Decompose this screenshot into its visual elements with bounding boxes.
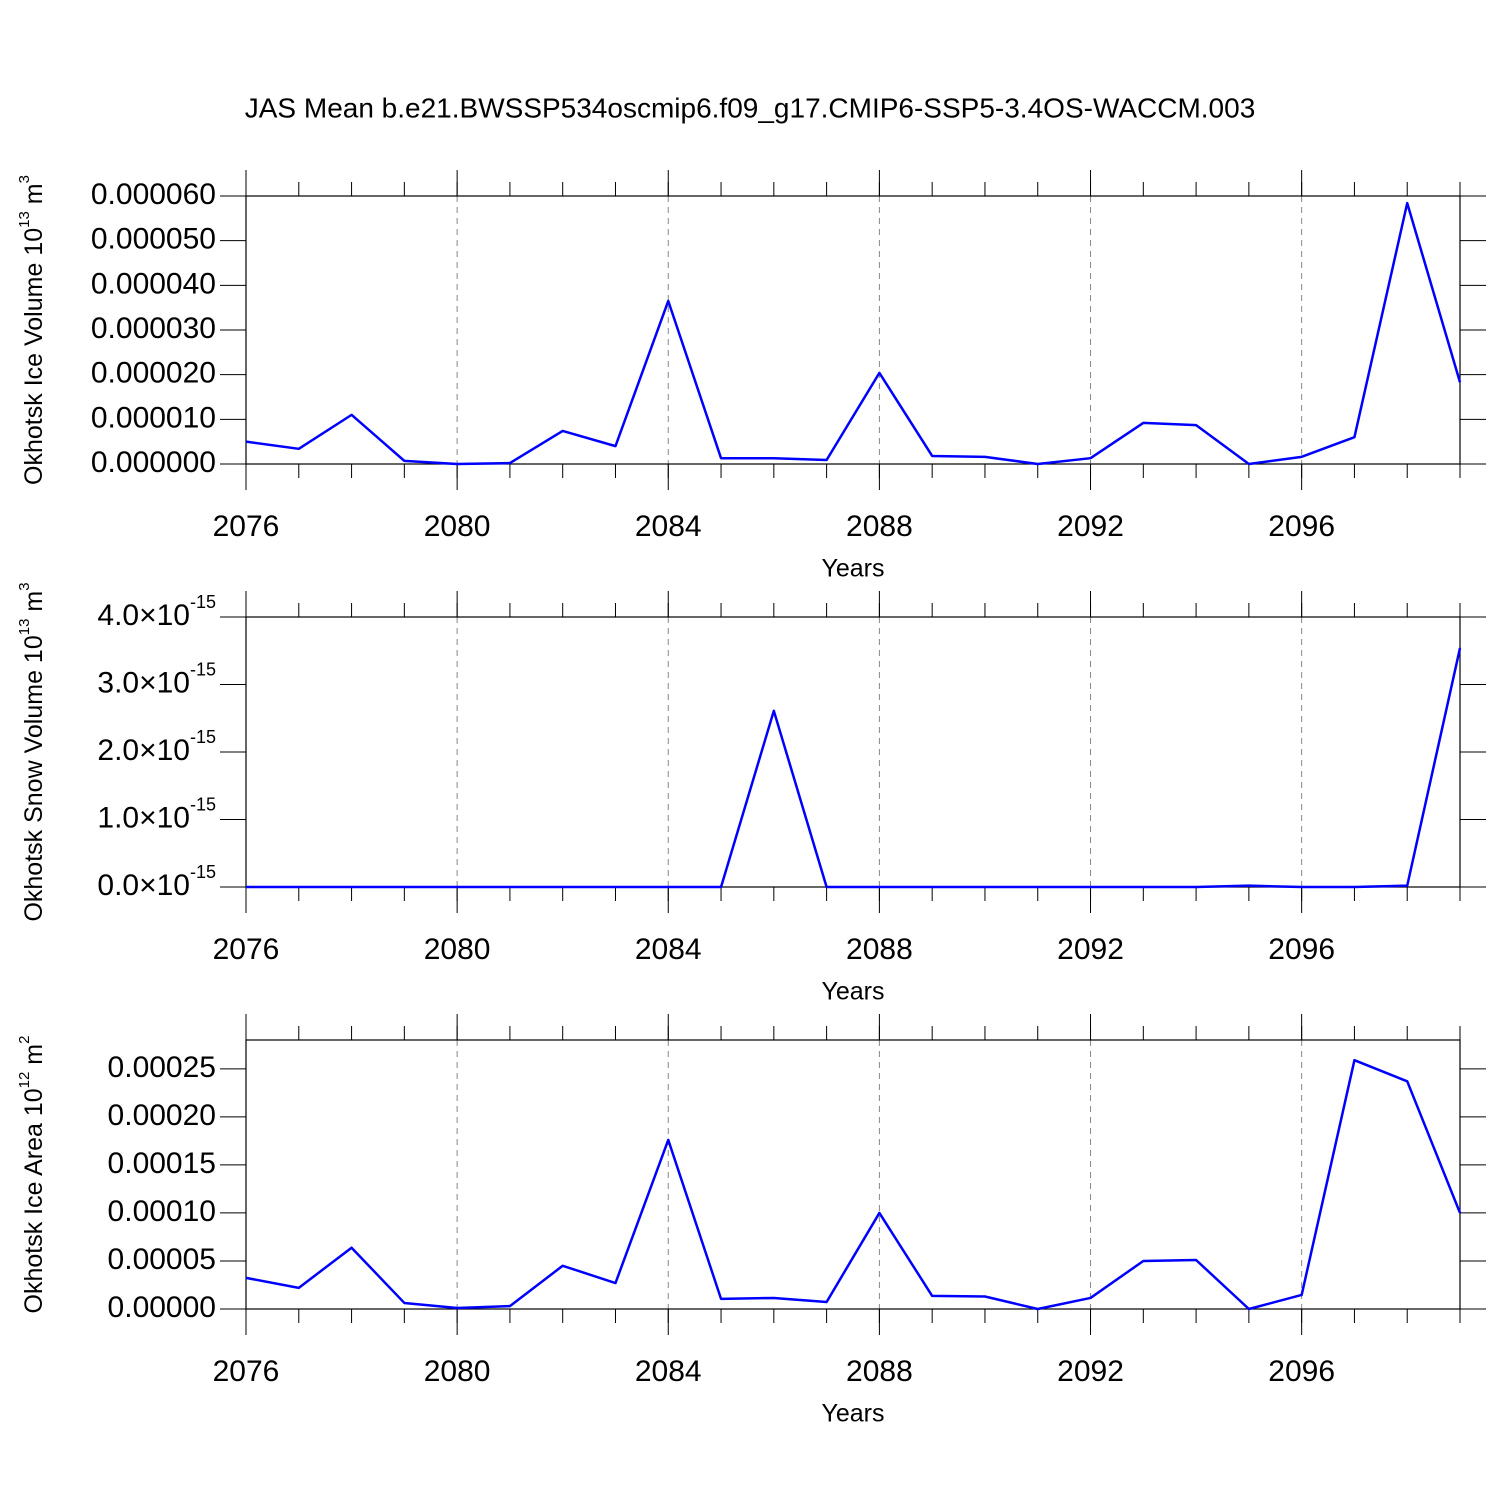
- plot-frame: [245, 1039, 1461, 1310]
- x-tick-label: 2076: [213, 510, 280, 543]
- y-tick-exponent: -15: [190, 862, 216, 882]
- x-tick-label: 2092: [1057, 510, 1124, 543]
- y-axis-label-unit-power: 3: [16, 175, 33, 183]
- y-tick-label: 0.00025: [108, 1051, 216, 1084]
- x-tick-label: 2076: [213, 933, 280, 966]
- plot-frame: [245, 616, 1461, 888]
- y-axis-label-text: Okhotsk Snow Volume 10: [20, 635, 48, 921]
- y-axis-label-unit-power: 3: [16, 582, 33, 590]
- y-tick-label-text: 0.000060: [91, 178, 216, 211]
- y-tick-label: 0.00000: [108, 1291, 216, 1324]
- y-tick-label-text: 1.0×10: [97, 801, 190, 834]
- y-tick-label: 0.000050: [91, 223, 216, 256]
- x-tick-label: 2088: [846, 510, 913, 543]
- y-tick-label: 0.000060: [91, 178, 216, 211]
- x-tick-label: 2080: [424, 933, 491, 966]
- y-tick-label-text: 0.00000: [108, 1291, 216, 1324]
- x-tick-label: 2080: [424, 1355, 491, 1388]
- y-tick-label-text: 0.00010: [108, 1195, 216, 1228]
- y-axis-label-unit: m: [20, 591, 48, 619]
- y-tick-label: 2.0×10-15: [97, 727, 216, 767]
- x-tick-label: 2084: [635, 510, 702, 543]
- y-tick-label: 4.0×10-15: [97, 592, 216, 632]
- data-line: [246, 647, 1462, 889]
- x-tick-label: 2092: [1057, 933, 1124, 966]
- y-tick-label-text: 2.0×10: [97, 734, 190, 767]
- y-tick-exponent: -15: [190, 659, 216, 679]
- y-axis-label-power: 12: [16, 1072, 33, 1089]
- y-tick-exponent: -15: [190, 592, 216, 612]
- y-tick-label-text: 0.00015: [108, 1147, 216, 1180]
- y-tick-label-text: 0.000000: [91, 446, 216, 479]
- x-tick-label: 2076: [213, 1355, 280, 1388]
- x-tick-label: 2096: [1268, 510, 1335, 543]
- y-tick-label-text: 0.00025: [108, 1051, 216, 1084]
- y-tick-label-text: 3.0×10: [97, 666, 190, 699]
- y-axis-label-power: 13: [16, 619, 33, 636]
- x-tick-label: 2092: [1057, 1355, 1124, 1388]
- data-line: [245, 1058, 1462, 1311]
- y-tick-label: 0.000040: [91, 267, 216, 300]
- y-axis-label-unit: m: [20, 183, 48, 211]
- plot-frame: [245, 195, 1461, 465]
- y-tick-label: 0.00015: [108, 1147, 216, 1180]
- x-tick-label: 2084: [635, 1355, 702, 1388]
- y-tick-label: 1.0×10-15: [97, 794, 216, 834]
- y-axis-label-unit-power: 2: [16, 1036, 33, 1044]
- y-tick-exponent: -15: [190, 794, 216, 814]
- x-tick-label: 2088: [846, 1355, 913, 1388]
- y-axis-label-power: 13: [16, 211, 33, 228]
- y-tick-label: 0.0×10-15: [97, 862, 216, 902]
- y-tick-label: 0.00020: [108, 1099, 216, 1132]
- y-tick-label-text: 0.00005: [108, 1243, 216, 1276]
- y-tick-label-text: 0.000010: [91, 401, 216, 434]
- y-tick-label: 0.000000: [91, 446, 216, 479]
- y-tick-label: 0.000010: [91, 401, 216, 434]
- y-axis-label: Okhotsk Ice Volume 1013 m3: [16, 175, 48, 485]
- x-axis-label: Years: [821, 978, 884, 1006]
- x-axis-label: Years: [821, 555, 884, 583]
- x-tick-label: 2096: [1268, 1355, 1335, 1388]
- y-tick-label-text: 4.0×10: [97, 599, 190, 632]
- data-line: [245, 201, 1462, 466]
- x-axis-label: Years: [821, 1400, 884, 1428]
- y-tick-label-text: 0.000050: [91, 223, 216, 256]
- y-tick-label: 0.00005: [108, 1243, 216, 1276]
- y-tick-label-text: 0.000030: [91, 312, 216, 345]
- chart-title: JAS Mean b.e21.BWSSP534oscmip6.f09_g17.C…: [245, 92, 1256, 123]
- y-tick-label-text: 0.000040: [91, 267, 216, 300]
- y-tick-label-text: 0.00020: [108, 1099, 216, 1132]
- y-tick-label-text: 0.000020: [91, 357, 216, 390]
- y-tick-exponent: -15: [190, 727, 216, 747]
- y-axis-label-text: Okhotsk Ice Volume 10: [20, 228, 48, 485]
- x-tick-label: 2080: [424, 510, 491, 543]
- y-axis-label-text: Okhotsk Ice Area 10: [20, 1088, 48, 1313]
- x-tick-label: 2088: [846, 933, 913, 966]
- y-axis-label: Okhotsk Ice Area 1012 m2: [16, 1036, 48, 1314]
- x-tick-label: 2084: [635, 933, 702, 966]
- y-axis-label: Okhotsk Snow Volume 1013 m3: [16, 582, 48, 921]
- y-tick-label: 3.0×10-15: [97, 659, 216, 699]
- y-tick-label-text: 0.0×10: [97, 869, 190, 902]
- y-tick-label: 0.00010: [108, 1195, 216, 1228]
- y-tick-label: 0.000020: [91, 357, 216, 390]
- x-tick-label: 2096: [1268, 933, 1335, 966]
- y-axis-label-unit: m: [20, 1044, 48, 1072]
- y-tick-label: 0.000030: [91, 312, 216, 345]
